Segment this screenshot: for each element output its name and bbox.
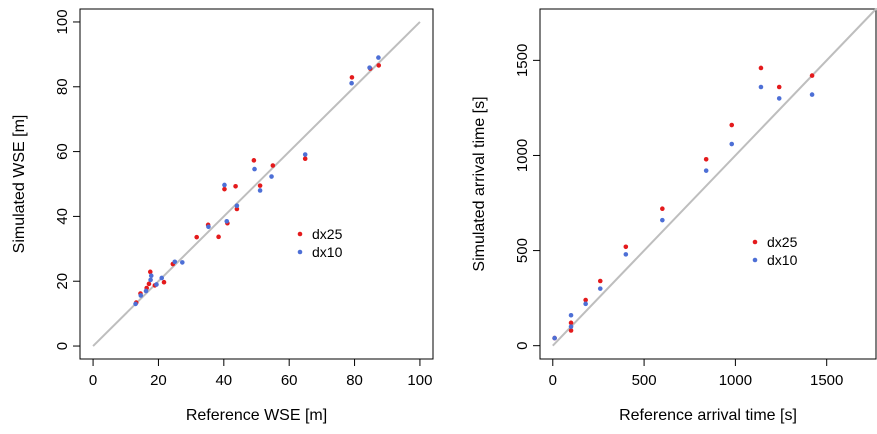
- point-dx25: [583, 297, 588, 303]
- point-dx25: [376, 63, 382, 68]
- x-tick-label: 80: [346, 372, 363, 389]
- plot-frame: [79, 8, 434, 360]
- point-dx10: [172, 259, 178, 265]
- y-tick-label: 500: [514, 238, 531, 263]
- point-dx25: [147, 269, 153, 275]
- point-dx25: [729, 122, 735, 128]
- point-dx25: [251, 158, 257, 163]
- y-tick-label: 20: [54, 273, 71, 290]
- point-dx10: [138, 293, 144, 298]
- y-tick-label: 1500: [514, 44, 531, 77]
- point-dx10: [597, 286, 603, 291]
- y-tick-label: 0: [514, 342, 531, 350]
- y-tick-label: 0: [54, 342, 71, 350]
- point-dx10: [809, 92, 815, 97]
- x-axis-title: Reference arrival time [s]: [619, 407, 797, 424]
- reference-line: [552, 8, 877, 347]
- point-dx10: [776, 96, 782, 101]
- point-dx10: [376, 55, 381, 60]
- legend-marker-dx25: [297, 231, 303, 237]
- x-axis-title: Reference WSE [m]: [186, 407, 327, 424]
- point-dx25: [194, 234, 199, 240]
- point-dx10: [252, 166, 257, 172]
- panel-wse: 0 20 40 60 80 100 0 20 40 60 80 100 Reference WSE [m…: [11, 8, 434, 424]
- point-dx25: [349, 75, 355, 80]
- legend-label-dx10: dx10: [767, 252, 798, 268]
- point-dx25: [809, 73, 815, 78]
- point-dx25: [270, 163, 276, 168]
- point-dx10: [729, 141, 735, 147]
- y-tick-label: 1000: [514, 139, 531, 172]
- point-dx10: [154, 282, 159, 287]
- point-dx25: [597, 278, 603, 284]
- point-dx25: [257, 183, 263, 188]
- point-dx25: [758, 65, 764, 71]
- point-dx10: [758, 84, 764, 90]
- point-dx25: [660, 206, 665, 212]
- point-dx25: [568, 320, 574, 326]
- legend-marker-dx25: [752, 239, 758, 245]
- panel-arrival-time: 0 500 1000 1500 0 500 1000 1500 Reference arriva…: [471, 8, 877, 424]
- point-dx10: [568, 312, 574, 318]
- point-dx25: [161, 279, 167, 285]
- x-tick-label: 60: [281, 372, 298, 389]
- point-dx10: [180, 260, 185, 265]
- point-dx25: [146, 281, 152, 287]
- point-dx10: [623, 252, 629, 257]
- point-dx10: [224, 218, 230, 224]
- point-dx25: [216, 234, 221, 240]
- x-tick-label: 0: [549, 372, 557, 389]
- legend-marker-dx10: [297, 249, 303, 255]
- point-dx10: [222, 182, 227, 188]
- point-dx25: [776, 84, 782, 90]
- point-dx10: [143, 288, 149, 294]
- legend-marker-dx10: [752, 257, 758, 263]
- point-dx10: [660, 217, 665, 223]
- x-tick-label: 1500: [810, 372, 843, 389]
- point-dx10: [349, 80, 354, 86]
- y-tick-label: 80: [54, 78, 71, 95]
- point-dx10: [206, 224, 211, 230]
- point-dx10: [269, 174, 274, 179]
- point-dx10: [234, 203, 240, 209]
- x-tick-label: 40: [215, 372, 232, 389]
- point-dx25: [302, 156, 308, 162]
- point-dx25: [623, 244, 629, 250]
- plot-frame: [539, 8, 877, 360]
- point-dx10: [583, 301, 588, 307]
- point-dx25: [222, 186, 227, 192]
- point-dx10: [257, 188, 263, 193]
- point-dx25: [233, 183, 238, 189]
- point-dx10: [552, 335, 557, 341]
- x-tick-label: 500: [632, 372, 657, 389]
- point-dx10: [703, 168, 709, 173]
- y-axis-title: Simulated WSE [m]: [11, 115, 28, 254]
- x-tick-label: 0: [89, 372, 97, 389]
- point-dx25: [568, 328, 574, 333]
- legend-label-dx25: dx25: [312, 226, 343, 242]
- point-dx10: [568, 324, 574, 329]
- y-tick-label: 40: [54, 208, 71, 225]
- point-dx10: [133, 301, 138, 307]
- point-dx10: [302, 152, 308, 157]
- point-dx10: [159, 275, 165, 281]
- legend-label-dx25: dx25: [767, 234, 798, 250]
- y-tick-label: 60: [54, 143, 71, 160]
- y-tick-label: 100: [54, 9, 71, 34]
- x-tick-label: 20: [150, 372, 167, 389]
- legend-label-dx10: dx10: [312, 244, 343, 260]
- point-dx25: [703, 156, 709, 162]
- point-dx10: [148, 273, 154, 279]
- x-tick-label: 100: [407, 372, 432, 389]
- y-axis-title: Simulated arrival time [s]: [471, 96, 488, 271]
- x-tick-label: 1000: [719, 372, 752, 389]
- point-dx25: [234, 206, 240, 212]
- point-dx10: [148, 277, 153, 283]
- point-dx10: [367, 65, 372, 70]
